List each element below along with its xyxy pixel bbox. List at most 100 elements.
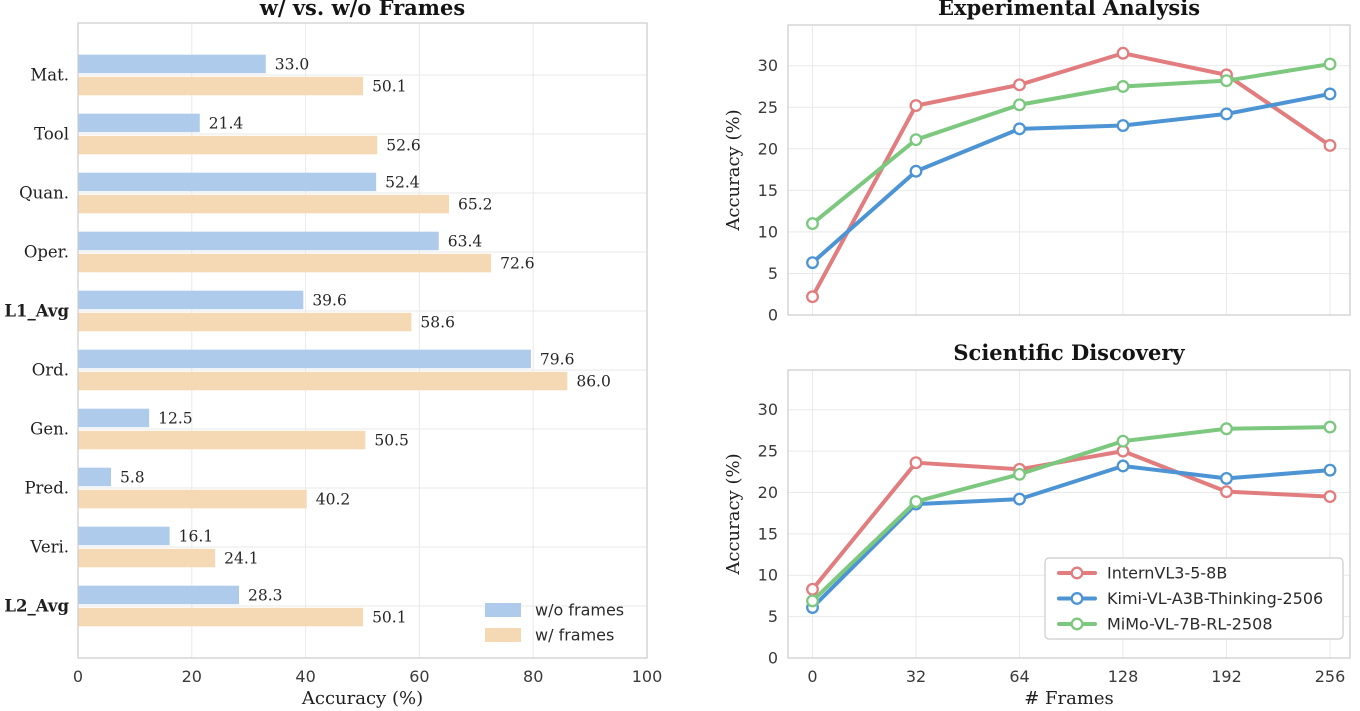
bar-wo-frames — [78, 349, 531, 369]
bar-value-label: 28.3 — [248, 586, 283, 604]
y-tick-label: 5 — [768, 607, 778, 626]
data-point-marker — [1323, 463, 1337, 477]
bar-value-label: 52.4 — [385, 173, 420, 191]
data-point-marker — [1220, 107, 1233, 121]
y-tick-label: 0 — [768, 306, 778, 325]
legend-box — [1044, 557, 1344, 640]
legend-label: w/ frames — [535, 626, 614, 645]
x-tick-label: 0 — [73, 667, 83, 686]
y-tick-label: 25 — [758, 442, 778, 461]
bar-value-label: 50.1 — [372, 78, 407, 96]
bar-value-label: 5.8 — [120, 468, 145, 486]
x-tick-label: 60 — [409, 667, 429, 686]
bar-value-label: 86.0 — [576, 373, 611, 391]
bar-value-label: 21.4 — [209, 114, 244, 132]
bar-wo-frames — [78, 113, 200, 133]
category-label: Ord. — [32, 361, 69, 380]
plot-border — [787, 369, 1351, 659]
bar-value-label: 63.4 — [448, 232, 483, 250]
bar-value-label: 39.6 — [312, 291, 347, 309]
data-point-marker — [1116, 46, 1130, 60]
bar-wo-frames — [78, 526, 170, 546]
y-tick-label: 5 — [768, 264, 778, 283]
x-tick-label: 32 — [906, 667, 926, 686]
data-point-marker — [909, 456, 923, 470]
bar-w-frames — [78, 548, 216, 568]
plot-border — [77, 22, 648, 659]
data-point-marker — [1013, 98, 1026, 112]
bar-value-label: 50.5 — [374, 432, 409, 450]
bar-value-label: 16.1 — [179, 527, 214, 545]
data-point-marker — [1220, 471, 1233, 485]
x-axis-label: Accuracy (%) — [301, 688, 423, 709]
category-label: L2_Avg — [4, 597, 69, 616]
y-axis-label: Accuracy (%) — [723, 453, 744, 575]
bar-value-label: 72.6 — [500, 255, 535, 273]
bar-wo-frames — [78, 467, 112, 487]
series-line — [810, 62, 1332, 226]
bar-w-frames — [78, 489, 307, 509]
bar-value-label: 79.6 — [540, 350, 575, 368]
data-point-marker — [909, 99, 923, 113]
data-point-marker — [909, 164, 923, 178]
bar-w-frames — [78, 312, 412, 332]
data-point-marker — [1116, 434, 1130, 448]
category-label: Pred. — [24, 479, 69, 498]
bar-value-label: 65.2 — [458, 196, 493, 214]
y-axis-label: Accuracy (%) — [723, 109, 744, 231]
bar-value-label: 40.2 — [316, 491, 351, 509]
x-tick-label: 20 — [182, 667, 202, 686]
data-point-marker — [909, 133, 923, 147]
bar-w-frames — [78, 371, 568, 391]
category-label: Mat. — [30, 66, 69, 85]
series-line — [810, 425, 1332, 603]
data-point-marker — [806, 290, 819, 304]
legend-swatch — [485, 603, 521, 617]
category-label: Quan. — [19, 184, 69, 203]
legend-label: Kimi-VL-A3B-Thinking-2506 — [1107, 589, 1323, 608]
bar-value-label: 33.0 — [275, 55, 310, 73]
legend-marker — [1070, 592, 1084, 605]
bar-w-frames — [78, 194, 449, 214]
bar-value-label: 12.5 — [158, 409, 193, 427]
bar-value-label: 52.6 — [386, 137, 421, 155]
bar-wo-frames — [78, 408, 150, 428]
y-tick-label: 20 — [758, 483, 778, 502]
bar-wo-frames — [78, 585, 240, 605]
data-point-marker — [909, 495, 923, 509]
y-tick-label: 15 — [758, 181, 778, 200]
category-label: Gen. — [30, 420, 69, 439]
bar-wo-frames — [78, 54, 266, 74]
bar-w-frames — [78, 430, 366, 450]
y-tick-label: 20 — [758, 139, 778, 158]
y-tick-label: 10 — [758, 222, 778, 241]
data-point-marker — [1013, 78, 1026, 92]
bar-w-frames — [78, 607, 364, 627]
bar-w-frames — [78, 76, 364, 96]
data-point-marker — [1220, 74, 1233, 88]
series-line — [810, 51, 1332, 299]
bar-wo-frames — [78, 172, 377, 192]
bar-value-label: 24.1 — [224, 550, 259, 568]
data-point-marker — [1116, 119, 1130, 132]
x-tick-label: 100 — [632, 667, 663, 686]
data-point-marker — [1323, 87, 1337, 101]
legend-label: InternVL3-5-8B — [1107, 564, 1227, 583]
series-line — [810, 449, 1332, 592]
category-label: Tool — [34, 125, 69, 144]
category-label: Oper. — [24, 243, 69, 262]
data-point-marker — [806, 217, 819, 231]
x-tick-label: 128 — [1108, 667, 1139, 686]
plot-border — [787, 24, 1351, 316]
bar-w-frames — [78, 135, 378, 155]
y-tick-label: 25 — [758, 98, 778, 117]
x-tick-label: 0 — [807, 667, 817, 686]
data-point-marker — [1323, 490, 1337, 504]
series-line — [810, 464, 1332, 610]
chart-title: Scientific Discovery — [953, 340, 1185, 365]
data-point-marker — [1323, 57, 1337, 71]
legend-swatch — [485, 628, 521, 642]
x-tick-label: 40 — [295, 667, 315, 686]
data-point-marker — [1220, 485, 1233, 499]
